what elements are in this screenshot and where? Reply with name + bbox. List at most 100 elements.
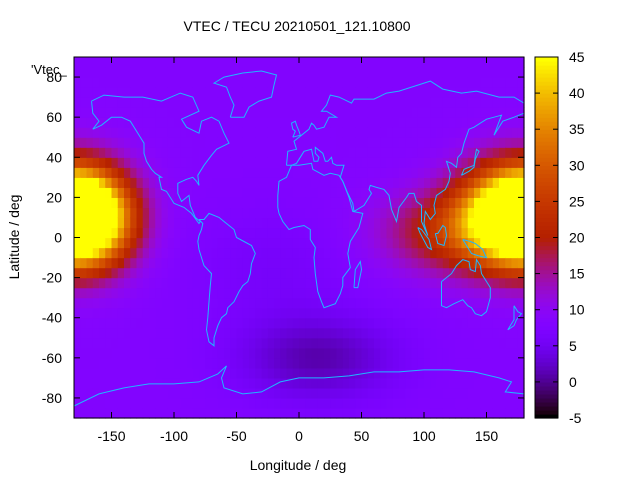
heatmap-cell: [505, 347, 513, 359]
heatmap-cell: [167, 207, 175, 219]
heatmap-cell: [192, 97, 200, 108]
heatmap-cell: [380, 357, 388, 369]
heatmap-cell: [236, 127, 244, 138]
heatmap-cell: [124, 347, 131, 359]
heatmap-cell: [292, 167, 300, 178]
heatmap-cell: [517, 147, 525, 158]
heatmap-cell: [130, 277, 138, 289]
heatmap-cell: [380, 387, 388, 399]
heatmap-cell: [399, 327, 406, 339]
heatmap-cell: [411, 97, 419, 108]
heatmap-cell: [274, 407, 281, 419]
heatmap-cell: [455, 317, 463, 329]
heatmap-cell: [305, 407, 313, 419]
heatmap-cell: [180, 297, 188, 309]
heatmap-cell: [399, 107, 406, 118]
heatmap-cell: [80, 117, 88, 128]
heatmap-cell: [261, 297, 269, 309]
heatmap-cell: [492, 167, 500, 178]
heatmap-cell: [105, 327, 113, 339]
heatmap-cell: [86, 397, 94, 409]
heatmap-cell: [411, 387, 419, 399]
heatmap-cell: [349, 67, 356, 78]
heatmap-cell: [392, 167, 400, 178]
heatmap-cell: [517, 157, 525, 168]
heatmap-cell: [505, 217, 513, 229]
heatmap-cell: [86, 217, 94, 229]
heatmap-cell: [92, 217, 100, 229]
heatmap-cell: [474, 287, 481, 299]
heatmap-cell: [486, 147, 494, 158]
heatmap-cell: [174, 167, 181, 178]
heatmap-cell: [392, 407, 400, 419]
heatmap-cell: [455, 277, 463, 289]
heatmap-cell: [511, 177, 519, 188]
heatmap-cell: [324, 307, 331, 319]
heatmap-cell: [167, 277, 175, 289]
heatmap-cell: [486, 387, 494, 399]
heatmap-cell: [380, 237, 388, 249]
heatmap-cell: [192, 57, 200, 68]
heatmap-cell: [480, 67, 488, 78]
heatmap-cell: [324, 177, 331, 188]
heatmap-cell: [242, 77, 250, 88]
colorbar-strip: [535, 221, 558, 227]
heatmap-cell: [474, 127, 481, 138]
heatmap-cell: [242, 317, 250, 329]
heatmap-cell: [299, 167, 306, 178]
heatmap-cell: [317, 97, 325, 108]
y-tick-label: -40: [42, 310, 62, 326]
heatmap-cell: [442, 67, 450, 78]
heatmap-cell: [430, 87, 438, 98]
heatmap-cell: [299, 67, 306, 78]
heatmap-cell: [242, 167, 250, 178]
heatmap-cell: [280, 287, 288, 299]
heatmap-cell: [449, 387, 456, 399]
heatmap-cell: [280, 187, 288, 198]
heatmap-cell: [142, 327, 150, 339]
colorbar-strip: [535, 69, 558, 74]
heatmap-cell: [105, 167, 113, 178]
heatmap-cell: [217, 247, 225, 259]
heatmap-cell: [117, 187, 125, 198]
heatmap-cell: [136, 387, 144, 399]
heatmap-cell: [467, 237, 475, 249]
heatmap-cell: [392, 187, 400, 198]
heatmap-cell: [336, 87, 344, 98]
heatmap-cell: [324, 137, 331, 148]
heatmap-cell: [336, 297, 344, 309]
colorbar-strip: [535, 369, 558, 375]
heatmap-cell: [417, 57, 425, 68]
heatmap-cell: [430, 407, 438, 419]
heatmap-cell: [342, 237, 350, 249]
heatmap-cell: [249, 317, 256, 329]
heatmap-cell: [355, 267, 363, 279]
heatmap-cell: [436, 77, 444, 88]
heatmap-cell: [174, 357, 181, 369]
heatmap-cell: [424, 367, 431, 379]
heatmap-cell: [92, 337, 100, 349]
heatmap-cell: [211, 317, 219, 329]
heatmap-cell: [136, 57, 144, 68]
heatmap-cell: [174, 77, 181, 88]
heatmap-cell: [380, 127, 388, 138]
heatmap-cell: [474, 307, 481, 319]
heatmap-cell: [155, 367, 163, 379]
heatmap-cell: [180, 347, 188, 359]
heatmap-cell: [374, 307, 381, 319]
heatmap-cell: [442, 77, 450, 88]
heatmap-cell: [174, 67, 181, 78]
heatmap-cell: [430, 377, 438, 389]
heatmap-cell: [280, 207, 288, 219]
heatmap-cell: [430, 277, 438, 289]
heatmap-cell: [105, 97, 113, 108]
heatmap-cell: [142, 137, 150, 148]
colorbar-strip: [535, 85, 558, 90]
heatmap-cell: [436, 137, 444, 148]
heatmap-cell: [380, 157, 388, 168]
heatmap-cell: [417, 337, 425, 349]
heatmap-cell: [355, 107, 363, 118]
heatmap-cell: [342, 67, 350, 78]
heatmap-cell: [467, 207, 475, 219]
heatmap-cell: [236, 197, 244, 209]
